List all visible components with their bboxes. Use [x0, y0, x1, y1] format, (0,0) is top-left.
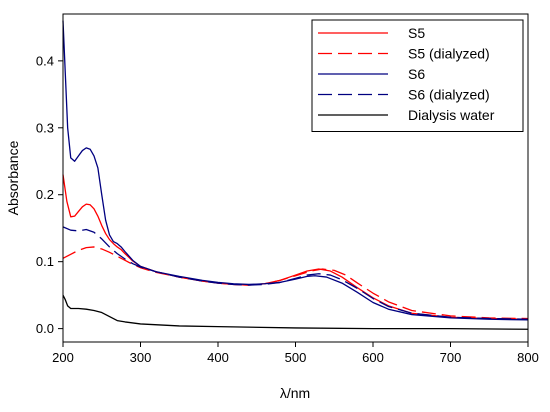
- x-tick-label: 800: [517, 350, 539, 365]
- y-tick-label: 0.3: [36, 120, 54, 135]
- x-tick-label: 500: [285, 350, 307, 365]
- legend-label: Dialysis water: [408, 107, 495, 123]
- series-line-3: [62, 20, 529, 321]
- x-tick-label: 300: [130, 350, 152, 365]
- x-tick-label: 700: [440, 350, 462, 365]
- x-tick-label: 200: [52, 350, 74, 365]
- y-tick-label: 0.2: [36, 187, 54, 202]
- series-line-2: [62, 246, 529, 320]
- y-axis-label: Absorbance: [5, 140, 21, 215]
- series-line-4: [62, 226, 529, 320]
- legend-label: S5: [408, 25, 425, 41]
- y-tick-label: 0.4: [36, 53, 54, 68]
- series-line-1: [62, 174, 529, 320]
- legend-label: S6 (dialyzed): [408, 87, 490, 103]
- x-axis-label: λ/nm: [280, 385, 310, 401]
- x-tick-label: 400: [207, 350, 229, 365]
- y-tick-label: 0.0: [36, 321, 54, 336]
- legend-label: S6: [408, 66, 425, 82]
- series-line-5: [62, 294, 529, 330]
- legend-label: S5 (dialyzed): [408, 46, 490, 62]
- legend-box: [311, 19, 524, 132]
- x-tick-label: 600: [362, 350, 384, 365]
- axis-layer: 200 300 400 500 600 700 800 0.0 0.1 0.2 0.3 0.4: [36, 53, 539, 365]
- legend: S5 S5 (dialyzed) S6 S6 (dialyzed) Dialysis w…: [311, 19, 524, 132]
- series-layer: [62, 20, 529, 330]
- y-tick-label: 0.1: [36, 254, 54, 269]
